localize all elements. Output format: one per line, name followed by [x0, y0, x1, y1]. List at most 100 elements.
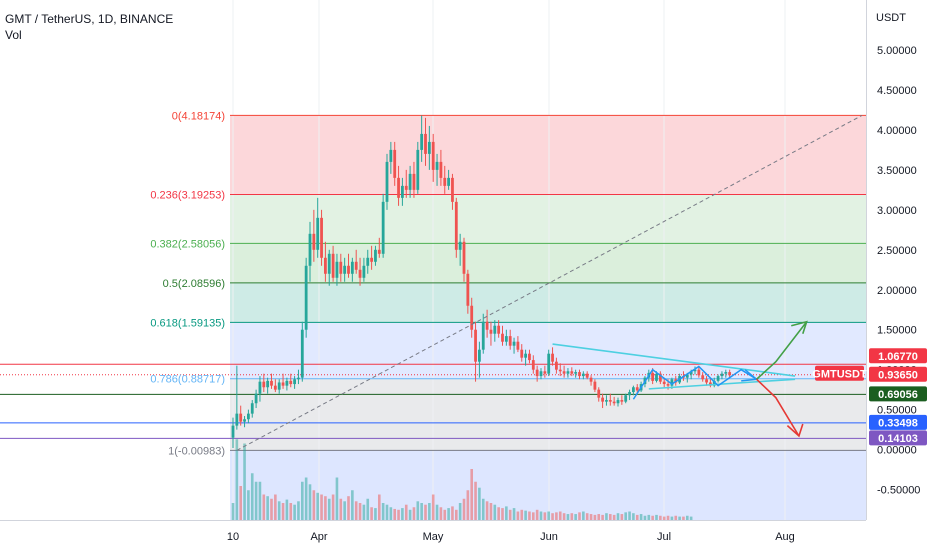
- volume-bar: [289, 503, 293, 520]
- candle-body: [331, 253, 335, 278]
- volume-bar: [489, 503, 493, 520]
- candle-body: [593, 381, 597, 390]
- candle-body: [297, 377, 300, 380]
- volume-bar: [574, 514, 577, 520]
- symbol-price-tag[interactable]: [815, 365, 864, 381]
- candle-body: [512, 341, 516, 346]
- candle-body: [377, 249, 381, 254]
- bearish-projection-arrow[interactable]: [756, 378, 800, 437]
- volume-bar: [662, 516, 666, 520]
- candle-body: [589, 377, 593, 382]
- candle-body: [277, 382, 281, 390]
- volume-bar: [558, 511, 562, 520]
- volume-bar: [512, 508, 516, 520]
- volume-bar: [451, 506, 454, 520]
- candle-body: [304, 265, 308, 330]
- volume-legend: Vol: [5, 28, 22, 42]
- volume-bar: [647, 514, 651, 520]
- candle-body: [458, 241, 462, 250]
- projection-zigzag[interactable]: [632, 365, 757, 400]
- volume-bar: [354, 501, 358, 520]
- price-label-tag[interactable]: [869, 430, 927, 446]
- bullish-projection-arrow[interactable]: [756, 321, 808, 380]
- bearish-arrowhead: [786, 423, 804, 438]
- volume-bar: [532, 512, 535, 520]
- fib-trend-line[interactable]: [236, 114, 863, 451]
- volume-bar: [462, 498, 466, 520]
- time-tick-label: Jun: [540, 531, 558, 543]
- volume-bar: [520, 509, 524, 520]
- candle-body: [273, 385, 277, 390]
- price-tick-label: 0.50000: [877, 405, 917, 417]
- volume-bar: [362, 504, 366, 520]
- candle-body: [585, 373, 589, 378]
- candle-body: [397, 177, 400, 198]
- volume-bar: [312, 490, 316, 520]
- volume-bar: [281, 503, 285, 520]
- volume-bar: [666, 515, 670, 520]
- candle-body: [420, 133, 424, 150]
- triangle-upper-line[interactable]: [552, 343, 796, 377]
- volume-bar: [297, 501, 300, 520]
- price-label-tag[interactable]: [869, 348, 927, 364]
- volume-bar: [351, 490, 354, 520]
- price-tick-label: 3.00000: [877, 205, 917, 217]
- candle-body: [466, 273, 470, 306]
- volume-bar: [397, 509, 400, 520]
- volume-bar: [327, 498, 331, 520]
- candle-body: [254, 393, 258, 404]
- volume-bar: [547, 511, 550, 520]
- candle-body: [666, 384, 670, 386]
- volume-bar: [285, 499, 289, 520]
- volume-bar: [543, 512, 547, 520]
- volume-bar: [470, 469, 473, 520]
- price-label-tag[interactable]: [869, 366, 927, 382]
- volume-bar: [628, 511, 631, 520]
- price-label-text: GMTUSDT: [812, 368, 867, 380]
- triangle-lower-line[interactable]: [648, 378, 796, 390]
- volume-bar: [235, 439, 239, 520]
- candle-body: [385, 161, 389, 202]
- candle-body: [543, 371, 547, 374]
- candle-body: [289, 380, 293, 385]
- candle-body: [570, 371, 574, 374]
- volume-bar: [420, 503, 423, 520]
- price-label-tag[interactable]: [869, 414, 927, 430]
- candle-body: [566, 371, 570, 374]
- volume-bar: [424, 504, 427, 520]
- volume-bar: [528, 511, 531, 520]
- candle-body: [404, 185, 408, 190]
- candle-body: [412, 173, 416, 190]
- fib-band: [230, 378, 866, 451]
- volume-bar: [393, 508, 396, 520]
- candle-body: [281, 382, 285, 386]
- candle-body: [401, 185, 404, 198]
- candle-body: [528, 353, 531, 361]
- volume-bar: [239, 486, 242, 520]
- candle-body: [597, 389, 601, 398]
- candle-body: [551, 353, 554, 362]
- candle-body: [481, 321, 485, 350]
- candle-body: [558, 369, 562, 372]
- volume-bar: [381, 503, 385, 520]
- price-label-tag[interactable]: [869, 386, 927, 402]
- chart-title: GMT / TetherUS, 1D, BINANCE: [5, 12, 174, 26]
- candle-body: [524, 353, 527, 358]
- volume-bar: [250, 473, 254, 520]
- price-tick-label: -0.50000: [877, 485, 920, 497]
- volume-bar: [293, 504, 296, 520]
- volume-bar: [458, 503, 462, 520]
- time-tick-label: 10: [227, 531, 239, 543]
- candle-body: [620, 400, 624, 402]
- candle-body: [485, 321, 489, 330]
- volume-bar: [247, 490, 250, 520]
- volume-bar: [270, 498, 273, 520]
- candle-body: [724, 372, 728, 374]
- volume-bar: [682, 516, 685, 520]
- candle-body: [370, 257, 373, 262]
- candle-body: [624, 395, 628, 402]
- volume-bar: [466, 490, 470, 520]
- time-tick-label: Jul: [657, 531, 671, 543]
